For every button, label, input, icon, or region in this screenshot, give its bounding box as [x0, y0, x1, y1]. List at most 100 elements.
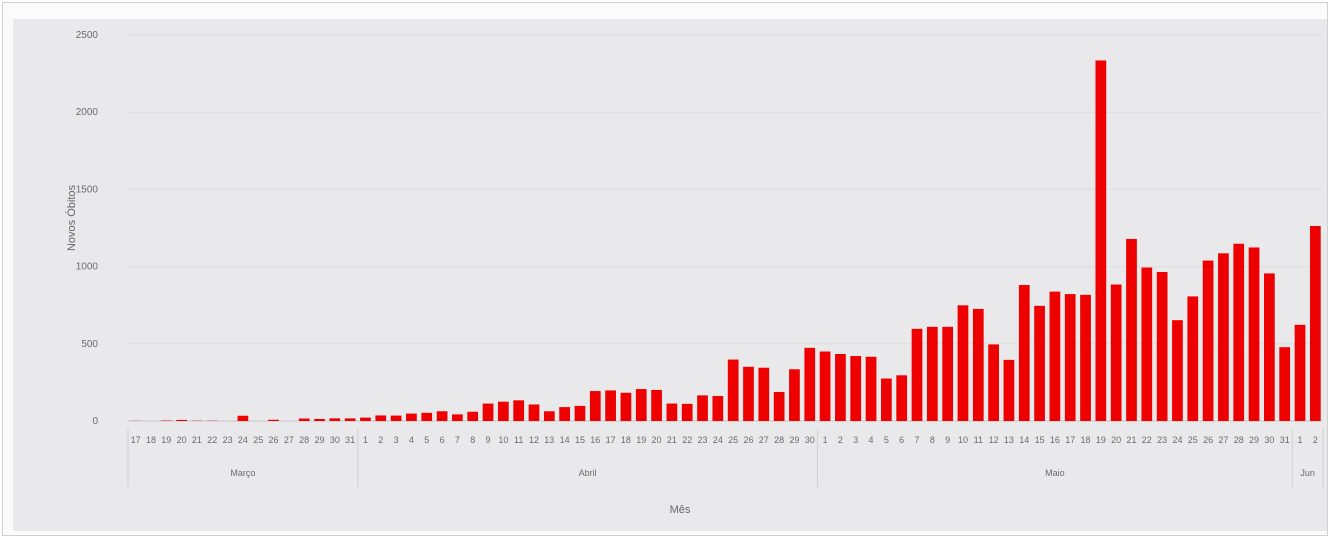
bar [406, 413, 417, 421]
bar [421, 412, 433, 421]
x-tick-label: 20 [652, 435, 662, 445]
bar [589, 391, 601, 421]
x-tick-label: 26 [1203, 435, 1213, 445]
bar [344, 418, 356, 421]
bar [1248, 247, 1260, 421]
month-label: Maio [1045, 468, 1065, 478]
x-tick-label: 29 [789, 435, 799, 445]
x-tick-label: 2 [1313, 435, 1318, 445]
bar [881, 378, 892, 421]
x-tick-label: 22 [682, 435, 692, 445]
gridlines [128, 34, 1323, 422]
bar [758, 367, 770, 421]
bar [1049, 291, 1061, 421]
bar [1110, 284, 1122, 421]
x-tick-label: 6 [899, 435, 904, 445]
bar [712, 395, 724, 421]
x-tick-label: 2 [378, 435, 383, 445]
bar [743, 366, 754, 421]
bar [911, 328, 923, 421]
bar [237, 415, 249, 421]
x-tick-label: 12 [529, 435, 539, 445]
x-tick-label: 2 [838, 435, 843, 445]
x-tick-label: 31 [345, 435, 355, 445]
bar [681, 403, 693, 421]
x-tick-label: 31 [1280, 435, 1290, 445]
x-tick-label: 27 [1218, 435, 1228, 445]
x-tick-label: 30 [1264, 435, 1274, 445]
x-tick-label: 3 [853, 435, 858, 445]
x-tick-label: 5 [424, 435, 429, 445]
x-tick-label: 8 [470, 435, 475, 445]
x-tick-label: 30 [805, 435, 815, 445]
y-tick-label: 1000 [76, 262, 99, 273]
bar [865, 356, 877, 421]
x-tick-label: 14 [1019, 435, 1029, 445]
x-tick-label: 22 [1142, 435, 1152, 445]
x-tick-label: 23 [223, 435, 233, 445]
bar [360, 417, 371, 421]
x-tick-label: 11 [974, 435, 983, 445]
x-tick-label: 7 [455, 435, 460, 445]
x-tick-label: 24 [1172, 435, 1182, 445]
bar [497, 401, 509, 421]
x-tick-label: 15 [575, 435, 585, 445]
x-tick-label: 1 [1298, 435, 1303, 445]
bar [819, 351, 831, 421]
bar [1172, 320, 1183, 421]
x-tick-label: 29 [1249, 435, 1259, 445]
bar [528, 404, 540, 421]
x-tick-label: 29 [314, 435, 324, 445]
bar [1003, 359, 1015, 421]
x-tick-label: 19 [161, 435, 171, 445]
x-tick-label: 17 [606, 435, 616, 445]
bar [1218, 253, 1229, 421]
bar [789, 369, 800, 421]
x-tick-label: 16 [590, 435, 600, 445]
x-tick-label: 21 [192, 435, 202, 445]
x-tick-label: 5 [884, 435, 889, 445]
bar [651, 389, 662, 421]
x-tick-label: 4 [409, 435, 414, 445]
bar [957, 305, 969, 421]
x-tick-label: 1 [823, 435, 828, 445]
bar [727, 359, 739, 421]
bar [513, 400, 525, 421]
x-tick-label: 10 [498, 435, 508, 445]
x-tick-label: 14 [560, 435, 570, 445]
x-tick-label: 15 [1035, 435, 1045, 445]
y-axis-title: Novos Óbitos [65, 184, 78, 251]
bar [804, 347, 816, 421]
bar [1126, 238, 1137, 421]
bar [543, 411, 555, 421]
x-tick-label: 19 [636, 435, 646, 445]
x-tick-label: 27 [284, 435, 294, 445]
month-label: Abril [579, 468, 597, 478]
x-tick-label: 26 [269, 435, 279, 445]
bar [1018, 284, 1030, 421]
bar [1141, 267, 1153, 421]
y-tick-label: 0 [92, 416, 98, 427]
bar [298, 418, 310, 421]
x-tick-label: 13 [1004, 435, 1014, 445]
x-tick-label: 4 [869, 435, 874, 445]
bar [666, 403, 678, 421]
bar [896, 375, 908, 421]
bar [1279, 347, 1291, 421]
bar [314, 418, 325, 421]
x-tick-label: 16 [1050, 435, 1060, 445]
x-tick-label: 22 [207, 435, 217, 445]
x-tick-label: 19 [1096, 435, 1106, 445]
x-tick-label: 3 [394, 435, 399, 445]
x-tick-label: 9 [945, 435, 950, 445]
x-tick-label: 17 [1065, 435, 1075, 445]
x-axis-month-groups: Março Abril Maio Jun [127, 429, 1324, 487]
x-tick-label: 25 [253, 435, 263, 445]
x-tick-label: 1 [363, 435, 368, 445]
bar [1034, 305, 1045, 421]
x-tick-label: 25 [1188, 435, 1198, 445]
x-tick-label: 13 [544, 435, 554, 445]
bar [1233, 243, 1245, 421]
